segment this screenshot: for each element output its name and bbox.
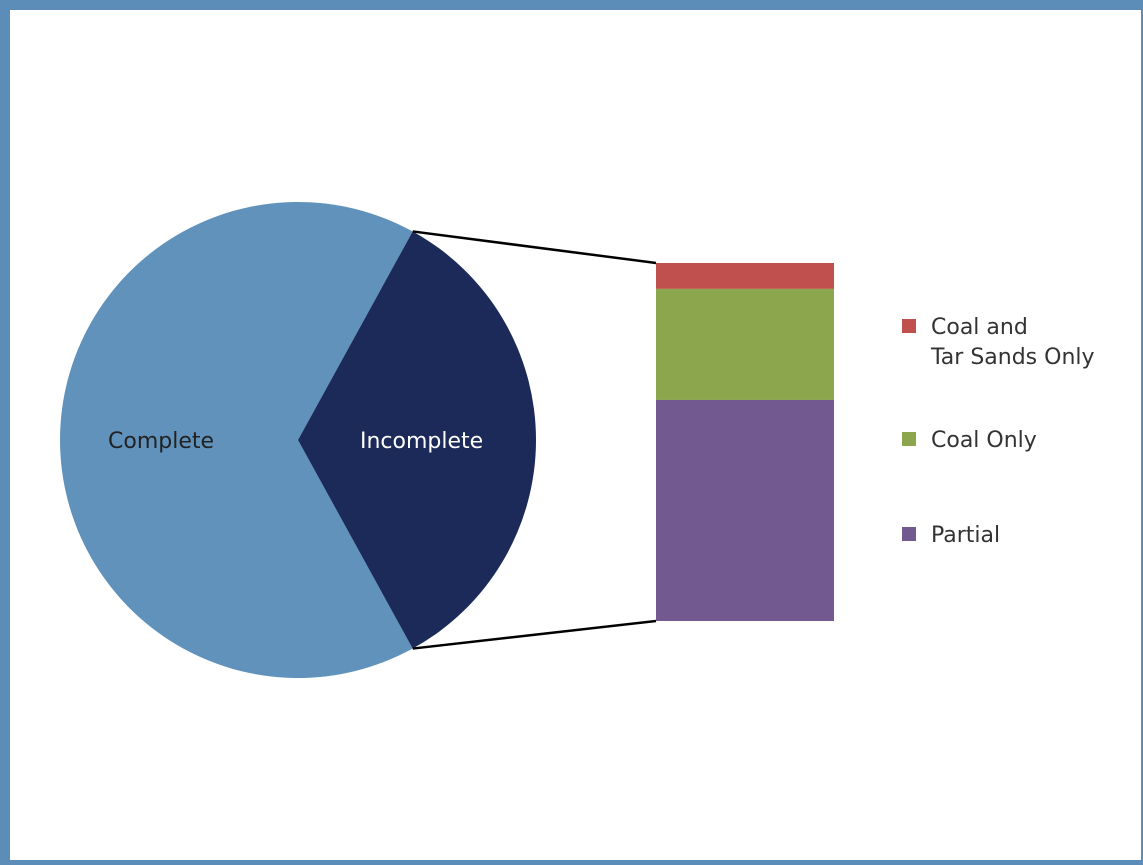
connector-lines: [412, 230, 657, 650]
pie: Complete Incomplete: [60, 201, 536, 678]
bar-segment-coal-only: [656, 288, 834, 400]
pie-label-complete: Complete: [108, 429, 214, 454]
pie-slice-incomplete: [298, 231, 536, 649]
pie-label-incomplete: Incomplete: [360, 429, 483, 454]
bar-of-pie-chart: Complete Incomplete Coal and Tar Sands Onl…: [60, 201, 1095, 678]
bar-segment-partial: [656, 399, 834, 621]
connector-line-top: [412, 230, 657, 265]
bar-segment-coal-and-tar-sands-only: [656, 263, 834, 289]
legend-label-coal-and-tar-sands-only-line-2: Tar Sands Only: [930, 345, 1095, 370]
legend-label-coal-only: Coal Only: [931, 428, 1037, 453]
pie-slice-complete: [60, 201, 413, 678]
legend-swatch-coal-only: [902, 432, 916, 446]
breakdown-bar: [656, 263, 834, 621]
legend: Coal and Tar Sands Only Coal Only Partial: [902, 315, 1095, 548]
legend-swatch-coal-and-tar-sands-only: [902, 319, 916, 333]
legend-label-coal-and-tar-sands-only-line-1: Coal and: [931, 315, 1028, 340]
connector-line-bottom: [412, 619, 657, 650]
legend-label-partial: Partial: [931, 523, 1000, 548]
legend-swatch-partial: [902, 527, 916, 541]
